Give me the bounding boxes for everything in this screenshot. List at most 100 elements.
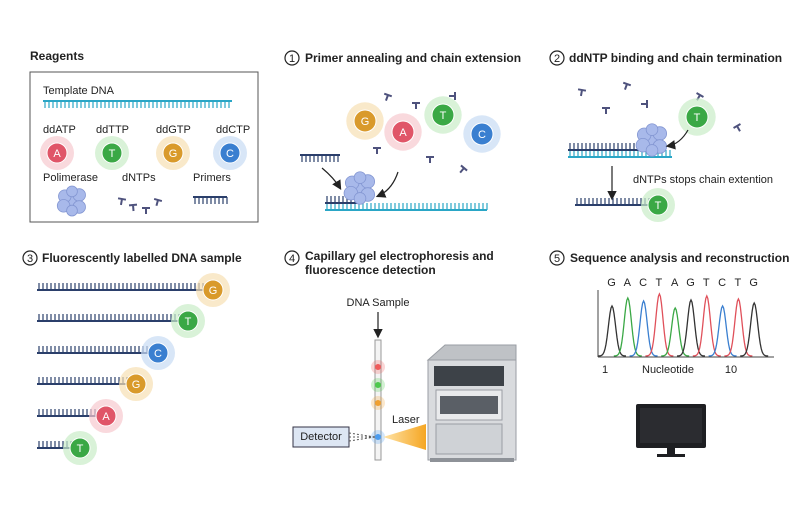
band xyxy=(375,382,381,388)
dntp xyxy=(412,102,420,109)
axis-label: Nucleotide xyxy=(642,364,694,376)
dntp xyxy=(153,197,163,207)
arrow xyxy=(375,171,399,198)
base-letter: T xyxy=(185,316,192,328)
label: ddGTP xyxy=(156,124,191,136)
dntp xyxy=(426,156,434,163)
base-circle xyxy=(431,103,455,127)
dntp xyxy=(117,197,127,206)
polymerase xyxy=(353,192,367,205)
base-letter: T xyxy=(655,200,662,212)
step-title: ddNTP binding and chain termination xyxy=(569,51,782,65)
sequence-letter: G xyxy=(749,277,759,289)
base-circle xyxy=(125,373,147,395)
base-circle xyxy=(147,342,169,364)
step-number-circle xyxy=(549,50,565,66)
dntp xyxy=(142,207,150,214)
base-letter: T xyxy=(77,443,84,455)
base-circle xyxy=(202,279,224,301)
step-title: Capillary gel electrophoresis and xyxy=(305,249,494,263)
detector-ray xyxy=(348,432,376,438)
reagents-box xyxy=(29,71,259,223)
label: ddTTP xyxy=(96,124,129,136)
sequence-letter: C xyxy=(639,277,648,289)
step-title: Sequence analysis and reconstruction xyxy=(570,251,789,265)
laser-beam xyxy=(383,424,426,450)
dna-rungs xyxy=(194,197,228,204)
dna-rungs xyxy=(38,283,204,290)
dntp xyxy=(622,81,632,90)
label: Laser xyxy=(392,414,420,426)
sequence-letter: T xyxy=(656,277,664,289)
dntp xyxy=(733,123,741,132)
base-circle xyxy=(685,105,709,129)
base-letter: C xyxy=(154,348,162,360)
dna-rungs xyxy=(38,377,128,384)
section-title: Reagents xyxy=(30,49,84,63)
step-number-circle xyxy=(22,250,38,266)
base-letter: G xyxy=(169,148,178,160)
base-letter: A xyxy=(102,411,110,423)
step-number: 3 xyxy=(27,253,33,265)
base-circle xyxy=(69,437,91,459)
base-letter: C xyxy=(226,148,234,160)
base-letter: G xyxy=(209,285,218,297)
band xyxy=(375,434,381,440)
base-circle xyxy=(391,120,415,144)
sequence-letter: T xyxy=(735,277,743,289)
peak xyxy=(645,292,674,357)
base-letter: G xyxy=(132,379,141,391)
detector-ray xyxy=(348,436,376,442)
band xyxy=(375,364,381,370)
sequence-letter: C xyxy=(718,277,727,289)
base-circle xyxy=(177,310,199,332)
step-title: Primer annealing and chain extension xyxy=(305,51,521,65)
base-circle xyxy=(219,142,241,164)
label: Template DNA xyxy=(43,85,115,97)
dna-rungs xyxy=(569,143,639,150)
label: Polimerase xyxy=(43,172,98,184)
dna-rungs xyxy=(576,198,650,205)
base-circle xyxy=(647,194,669,216)
dna-rungs xyxy=(38,409,96,416)
sequence-letter: G xyxy=(686,277,696,289)
peak xyxy=(661,306,690,357)
sequence-letter: T xyxy=(703,277,711,289)
step-number-circle xyxy=(284,250,300,266)
label: ddATP xyxy=(43,124,76,136)
label: DNA Sample xyxy=(347,297,410,309)
polymerase xyxy=(645,144,659,157)
step-number-circle xyxy=(284,50,300,66)
dntp xyxy=(373,147,381,154)
note: dNTPs stops chain extention xyxy=(633,174,773,186)
polymerase xyxy=(66,185,78,198)
base-letter: T xyxy=(694,112,701,124)
base-letter: A xyxy=(53,148,61,160)
peak xyxy=(597,304,627,357)
base-circle xyxy=(470,122,494,146)
label: Primers xyxy=(193,172,231,184)
polymerase xyxy=(66,204,78,217)
base-letter: T xyxy=(440,110,447,122)
peak xyxy=(724,297,753,357)
sequencer xyxy=(426,344,517,462)
dntp xyxy=(383,92,393,101)
label: Detector xyxy=(300,431,342,443)
dna-rungs xyxy=(301,155,339,162)
base-letter: A xyxy=(399,127,407,139)
peak xyxy=(692,294,721,357)
sequence-letter: A xyxy=(671,277,679,289)
base-circle xyxy=(101,142,123,164)
base-letter: G xyxy=(361,116,370,128)
dntp xyxy=(641,100,648,108)
peak xyxy=(740,301,769,357)
step-number: 4 xyxy=(289,253,295,265)
dna-rungs xyxy=(38,314,180,321)
sequence-letter: G xyxy=(607,277,617,289)
axis-label: 10 xyxy=(725,364,737,376)
polymerase xyxy=(353,171,367,184)
peak xyxy=(676,298,706,357)
step-number-circle xyxy=(549,250,565,266)
peak xyxy=(629,299,658,357)
